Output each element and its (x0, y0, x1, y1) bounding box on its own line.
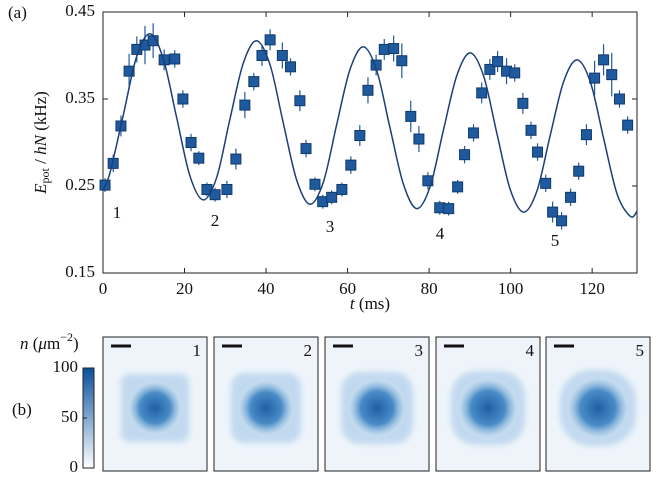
frame-number: 5 (636, 341, 645, 360)
image-frame: 5 (546, 337, 650, 471)
data-point (337, 184, 347, 194)
data-point (397, 56, 407, 66)
data-point (574, 166, 584, 176)
colorbar-tick-label: 100 (53, 357, 79, 376)
data-point (557, 216, 567, 226)
label-part: / (31, 155, 50, 168)
data-point (310, 179, 320, 189)
data-point (327, 192, 337, 202)
data-point (389, 44, 399, 54)
data-point (406, 111, 416, 121)
atom-cloud (237, 379, 295, 437)
annotation: 5 (551, 231, 560, 250)
data-point (231, 154, 241, 164)
label-part: ) (73, 334, 79, 353)
data-point (477, 88, 487, 98)
label-part: (ms) (355, 294, 390, 313)
colorbar-tick-label: 50 (61, 407, 78, 426)
data-point (286, 62, 296, 72)
y-tick-label: 0.45 (65, 1, 95, 20)
annotation: 1 (113, 203, 122, 222)
data-point (526, 125, 536, 135)
data-point (265, 35, 275, 45)
data-point (453, 182, 463, 192)
label-part: n (20, 334, 29, 353)
y-axis-label: Epot / hN (kHz) (31, 91, 52, 195)
data-point (178, 94, 188, 104)
data-point (607, 70, 617, 80)
data-point (249, 77, 259, 87)
data-point (469, 128, 479, 138)
data-point (614, 94, 624, 104)
annotation: 3 (326, 217, 335, 236)
label-part: −2 (60, 330, 73, 344)
data-point (170, 54, 180, 64)
data-point (186, 138, 196, 148)
data-point (460, 150, 470, 160)
data-point (533, 147, 543, 157)
x-tick-label: 0 (99, 279, 108, 298)
frame-number: 2 (304, 341, 313, 360)
data-point (295, 96, 305, 106)
data-point (623, 120, 633, 130)
y-tick-label: 0.25 (65, 175, 95, 194)
image-frame: 2 (214, 337, 318, 471)
label-part: E (31, 183, 50, 195)
frame-number: 1 (193, 341, 202, 360)
data-point (518, 98, 528, 108)
data-point (581, 130, 591, 140)
data-point (240, 100, 250, 110)
data-point (510, 68, 520, 78)
label-part: (kHz) (31, 91, 50, 135)
data-point (301, 144, 311, 154)
panel-label: (b) (12, 400, 32, 419)
label-part: ( (29, 334, 39, 353)
x-tick-label: 120 (579, 279, 605, 298)
colorbar-tick-label: 0 (70, 457, 79, 476)
data-point (222, 184, 232, 194)
x-tick-label: 100 (498, 279, 524, 298)
data-point (590, 73, 600, 83)
data-point (379, 44, 389, 54)
data-point (599, 55, 609, 65)
data-point (363, 85, 373, 95)
x-axis-label: t (ms) (350, 294, 390, 313)
x-tick-label: 80 (421, 279, 438, 298)
label-part: μ (37, 334, 47, 353)
data-point (493, 57, 503, 67)
data-point (346, 160, 356, 170)
annotation: 2 (211, 211, 220, 230)
label-part: hN (31, 133, 50, 155)
atom-cloud (347, 378, 407, 438)
data-point (277, 51, 287, 61)
x-tick-label: 20 (176, 279, 193, 298)
data-point (541, 178, 551, 188)
frame-number: 3 (415, 341, 424, 360)
colorbar-label: n (μm−2) (20, 330, 79, 353)
x-tick-label: 40 (258, 279, 275, 298)
label-part: m (47, 334, 60, 353)
y-tick-label: 0.15 (65, 262, 95, 281)
data-point (566, 192, 576, 202)
fit-line (103, 34, 637, 217)
atom-cloud (127, 380, 183, 436)
panel-label: (a) (8, 3, 27, 22)
figure: (a) (b) 0204060801001200.150.250.350.45t… (0, 0, 668, 480)
image-frame: 4 (436, 337, 540, 471)
image-frame: 1 (103, 337, 207, 471)
atom-cloud (457, 377, 519, 439)
data-point (194, 153, 204, 163)
data-point (444, 204, 454, 214)
image-frame: 3 (325, 337, 429, 471)
data-point (414, 134, 424, 144)
label-part: pot (38, 167, 52, 183)
frame-number: 4 (526, 341, 535, 360)
y-tick-label: 0.35 (65, 88, 95, 107)
annotation: 4 (436, 224, 445, 243)
data-point (355, 131, 365, 141)
atom-cloud (566, 376, 630, 440)
